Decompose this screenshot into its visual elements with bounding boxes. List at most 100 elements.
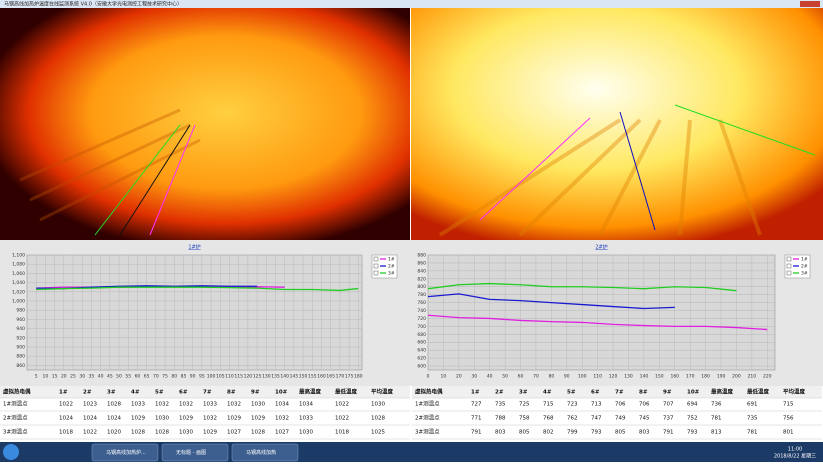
taskbar-item[interactable]: [91, 443, 159, 462]
table-cell: 735: [495, 402, 506, 408]
table-cell: 1033: [299, 416, 313, 422]
table-cell: 3#测温点: [3, 428, 28, 436]
x-tick-label: 90: [190, 374, 196, 380]
x-tick-label: 40: [487, 374, 493, 380]
table-cell: 2#测温点: [415, 414, 440, 422]
clock-time: 11:00: [788, 447, 802, 453]
thermal-image-left: [0, 8, 410, 240]
table-cell: 1030: [299, 430, 313, 436]
table-header: 2#: [495, 390, 504, 396]
legend-label: 3#: [801, 271, 808, 277]
table-header-bg: [412, 386, 822, 398]
x-tick-label: 100: [207, 374, 216, 380]
y-tick-label: 640: [417, 348, 426, 354]
table-header: 8#: [227, 390, 236, 396]
y-tick-label: 1,100: [12, 253, 25, 259]
x-tick-label: 90: [564, 374, 570, 380]
taskbar-item-label: 马钢高线加热: [246, 449, 276, 456]
series-line: [427, 293, 675, 310]
x-tick-label: 30: [79, 374, 85, 380]
table-cell: 801: [783, 430, 794, 436]
taskbar-item[interactable]: [161, 443, 229, 462]
table-cell: 1030: [251, 402, 265, 408]
x-tick-label: 120: [609, 374, 618, 380]
x-tick-label: 175: [345, 374, 354, 380]
table-header: 最低温度: [335, 388, 358, 396]
table-header: 7#: [203, 390, 212, 396]
x-tick-label: 130: [624, 374, 633, 380]
table-cell: 1030: [155, 416, 169, 422]
table-cell: 736: [711, 402, 722, 408]
measure-lines-right: [479, 104, 816, 231]
table-header: 3#: [107, 390, 116, 396]
x-tick-label: 170: [686, 374, 695, 380]
x-tick-label: 135: [271, 374, 280, 380]
start-button[interactable]: [3, 444, 19, 460]
table-header: 最高温度: [299, 388, 322, 396]
x-tick-label: 150: [655, 374, 664, 380]
plot-area: [26, 254, 363, 371]
x-tick-label: 5: [35, 374, 38, 380]
table-header: 9#: [663, 390, 672, 396]
table-cell: 805: [519, 430, 530, 436]
x-tick-label: 0: [427, 374, 430, 380]
series-line: [36, 286, 359, 292]
series-line: [427, 282, 737, 292]
legend-checkbox[interactable]: [786, 270, 792, 276]
x-tick-label: 140: [640, 374, 649, 380]
y-tick-label: 820: [417, 276, 426, 282]
y-tick-label: 1,080: [12, 262, 25, 268]
x-tick-label: 80: [171, 374, 177, 380]
legend-checkbox[interactable]: [786, 256, 792, 262]
table-cell: 793: [591, 430, 602, 436]
y-tick-label: 980: [16, 308, 25, 314]
taskbar-item-label: 马钢高线加热炉...: [106, 449, 146, 456]
table-cell: 781: [747, 430, 758, 436]
table-cell: 725: [519, 402, 530, 408]
table-header: 最低温度: [747, 388, 770, 396]
x-tick-label: 20: [61, 374, 67, 380]
x-tick-label: 180: [354, 374, 363, 380]
x-tick-label: 35: [89, 374, 95, 380]
table-cell: 735: [747, 416, 758, 422]
x-tick-label: 20: [456, 374, 462, 380]
table-cell: 723: [567, 402, 578, 408]
x-tick-label: 140: [280, 374, 289, 380]
taskbar-item[interactable]: [231, 443, 299, 462]
table-cell: 1028: [131, 430, 145, 436]
table-cell: 1028: [107, 402, 121, 408]
legend-checkbox[interactable]: [373, 270, 379, 276]
legend-checkbox[interactable]: [373, 256, 379, 262]
x-tick-label: 60: [135, 374, 141, 380]
table-cell: 813: [711, 430, 722, 436]
legend-checkbox[interactable]: [786, 263, 792, 269]
table-header: 8#: [639, 390, 648, 396]
x-tick-label: 110: [593, 374, 602, 380]
table-cell: 805: [615, 430, 626, 436]
y-tick-label: 860: [16, 363, 25, 369]
x-tick-label: 125: [253, 374, 262, 380]
x-tick-label: 50: [502, 374, 508, 380]
table-cell: 1028: [371, 416, 385, 422]
table-header: 7#: [615, 390, 624, 396]
x-tick-label: 170: [336, 374, 345, 380]
x-tick-label: 190: [717, 374, 726, 380]
y-tick-label: 760: [417, 300, 426, 306]
table-cell: 768: [543, 416, 554, 422]
x-tick-label: 180: [701, 374, 710, 380]
series-line: [427, 314, 768, 331]
taskbar-item-label: 无标题 - 画图: [176, 449, 206, 456]
table-cell: 771: [471, 416, 482, 422]
y-tick-label: 680: [417, 332, 426, 338]
table-cell: 1022: [335, 402, 349, 408]
window-title: 马钢高线加热炉温度在线监测系统 V4.0（安徽大学光电测控工程技术研究中心）: [4, 1, 182, 8]
table-cell: 1032: [179, 402, 193, 408]
table-cell: 715: [783, 402, 794, 408]
legend-checkbox[interactable]: [373, 263, 379, 269]
table-cell: 691: [747, 402, 758, 408]
table-cell: 1032: [227, 402, 241, 408]
x-tick-label: 85: [181, 374, 187, 380]
close-button[interactable]: [800, 1, 820, 7]
y-tick-label: 740: [417, 308, 426, 314]
